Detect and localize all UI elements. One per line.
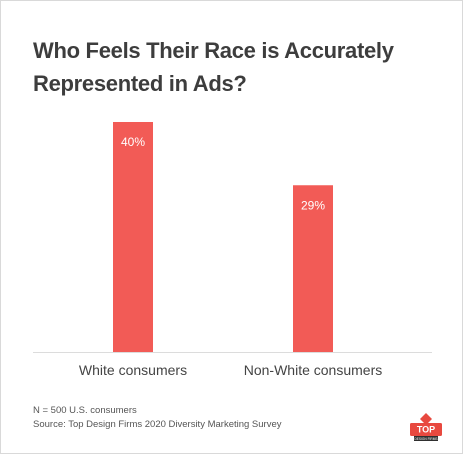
x-tick-label-1: White consumers [79, 362, 187, 378]
x-axis-labels: White consumers Non-White consumers [79, 362, 382, 378]
logo-text: TOP [417, 425, 435, 435]
sample-size-note: N = 500 U.S. consumers [33, 405, 137, 416]
logo-banner [410, 423, 442, 436]
bar-2 [293, 185, 333, 352]
bar-value-label-1: 40% [121, 135, 145, 149]
x-tick-label-2: Non-White consumers [244, 362, 383, 378]
bar-value-label-2: 29% [301, 198, 325, 212]
top-design-firms-logo: TOP DESIGN FIRMS [410, 413, 442, 441]
source-note: Source: Top Design Firms 2020 Diversity … [33, 419, 282, 430]
logo-ribbon [414, 436, 438, 441]
bar-group: 40% 29% [113, 122, 333, 352]
logo-diamond-icon [420, 413, 432, 425]
logo-subtext: DESIGN FIRMS [414, 437, 437, 441]
chart-title: Who Feels Their Race is Accurately Repre… [33, 38, 394, 96]
bar-1 [113, 122, 153, 352]
